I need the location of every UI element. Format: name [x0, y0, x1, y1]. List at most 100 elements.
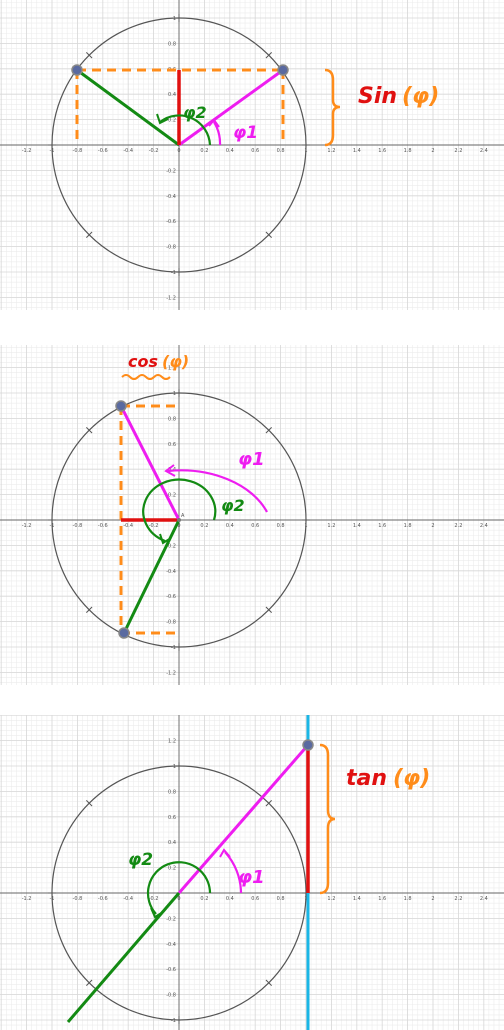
- phi1-arrow: [219, 848, 231, 858]
- y-tick-label: 0.8: [168, 789, 176, 795]
- x-tick-label: 0.4: [226, 148, 234, 154]
- x-tick-label: -1.2: [22, 896, 32, 902]
- x-tick-label: 0.4: [226, 896, 234, 902]
- y-tick-label: 0.6: [168, 442, 176, 448]
- y-tick-label: 0.8: [168, 416, 176, 422]
- y-tick-label: 1: [173, 391, 176, 397]
- point-p2: [118, 627, 130, 639]
- x-tick-label: 2: [431, 896, 434, 902]
- phi1-arc: [213, 121, 222, 146]
- phi1-arrow: [164, 464, 176, 477]
- phi1-arc: [167, 469, 268, 513]
- x-tick-label: 1.4: [353, 148, 361, 154]
- sin-diagram: -1.2 -1 -0.8 -0.6 -0.4 -0.2 0 0.2 0.4 0.6 0.8 1 1.2 1…: [0, 0, 504, 310]
- x-tick-label: 0.2: [200, 148, 208, 154]
- point-p2: [71, 64, 83, 76]
- cos-label-func: cos: [128, 352, 158, 371]
- x-tick-label: 0.2: [200, 523, 208, 529]
- grid: [0, 345, 504, 685]
- x-tick-label: 1.4: [353, 523, 361, 529]
- tan-diagram: -1.2 -1 -0.8 -0.6 -0.4 -0.2 0 0.2 0.4 0.6 0.8 1 1.2 1…: [0, 715, 504, 1030]
- point-p1: [277, 64, 289, 76]
- x-tick-label: -0.2: [149, 896, 159, 902]
- x-tick-label: 2.2: [454, 896, 462, 902]
- x-tick-label: 1.8: [404, 896, 412, 902]
- axis-ticks: -1.2 -1 -0.8 -0.6 -0.4 -0.2 0 0.2 0.4 0.6 0.8 1 1.2 1…: [22, 14, 488, 301]
- x-tick-label: 0.2: [200, 896, 208, 902]
- x-tick-label: 0: [177, 523, 180, 529]
- y-tick-label: -1: [171, 270, 176, 276]
- y-tick-label: -1: [171, 645, 176, 651]
- x-tick-label: 2.4: [480, 896, 488, 902]
- x-tick-label: -0.8: [73, 523, 83, 529]
- phi2-label: φ2: [221, 496, 245, 515]
- phi2-arc: [142, 478, 217, 543]
- x-tick-label: 1.6: [378, 523, 386, 529]
- phi2-arrow: [150, 907, 164, 919]
- point-p1: [302, 739, 314, 751]
- x-tick-label: -1.2: [22, 523, 32, 529]
- y-tick-label: -0.4: [166, 569, 176, 575]
- x-tick-label: -0.2: [149, 523, 159, 529]
- phi1-radius: [119, 405, 181, 521]
- x-tick-label: -0.8: [73, 896, 83, 902]
- y-tick-label: -0.2: [166, 168, 176, 174]
- x-tick-label: 1.6: [378, 148, 386, 154]
- phi1-label: φ1: [238, 449, 265, 470]
- x-tick-label: 0.6: [251, 896, 259, 902]
- y-tick-label: 0.4: [168, 92, 176, 98]
- x-tick-label: 2.4: [480, 148, 488, 154]
- tan-label-arg: (φ): [393, 766, 430, 791]
- x-tick-label: -0.4: [123, 896, 133, 902]
- x-tick-label: 0.6: [251, 523, 259, 529]
- y-tick-label: -0.2: [166, 543, 176, 549]
- phi2-arrow: [159, 533, 172, 545]
- point-origin: [177, 518, 181, 522]
- y-tick-label: -0.8: [166, 993, 176, 999]
- cos-underline: [121, 374, 171, 380]
- y-tick-label: -0.6: [166, 594, 176, 600]
- x-tick-label: 0: [177, 896, 180, 902]
- y-tick-label: 0.2: [168, 118, 176, 124]
- x-tick-label: 1.6: [378, 896, 386, 902]
- unit-circle: [51, 765, 307, 1021]
- grid: [0, 0, 504, 310]
- x-tick-label: -0.6: [98, 523, 108, 529]
- x-tick-label: 0.8: [277, 148, 285, 154]
- sin-brace: [324, 68, 341, 147]
- tan-label-func: tan: [346, 766, 387, 791]
- x-tick-label: 2.2: [454, 523, 462, 529]
- phi2-label: φ2: [128, 850, 153, 870]
- sin-label-arg: (φ): [402, 84, 439, 109]
- grid: [0, 715, 504, 1030]
- y-tick-label: 0.8: [168, 41, 176, 47]
- x-tick-label: -0.4: [123, 148, 133, 154]
- x-tick-label: 0.6: [251, 148, 259, 154]
- x-tick-label: 1.4: [353, 896, 361, 902]
- x-tick-label: 0.8: [277, 523, 285, 529]
- x-tick-label: 2.2: [454, 148, 462, 154]
- x-tick-label: -0.4: [123, 523, 133, 529]
- x-tick-label: -0.6: [98, 896, 108, 902]
- y-tick-label: 1.2: [168, 739, 176, 745]
- y-tick-label: -0.8: [166, 245, 176, 251]
- x-tick-label: 1.8: [404, 523, 412, 529]
- phi2-arc: [146, 861, 212, 915]
- phi1-radius: [178, 68, 284, 147]
- sin-guides: [75, 68, 285, 145]
- unit-circle: [51, 392, 307, 648]
- y-tick-label: 0.6: [168, 815, 176, 821]
- point-p1: [115, 400, 127, 412]
- y-tick-label: 1: [173, 764, 176, 770]
- phi2-arc: [159, 114, 212, 146]
- phi2-arrow: [156, 113, 169, 125]
- y-tick-label: -0.6: [166, 219, 176, 225]
- y-tick-label: -0.6: [166, 967, 176, 973]
- y-tick-label: -0.4: [166, 942, 176, 948]
- sin-label-func: Sin: [358, 84, 397, 109]
- phi2-label: φ2: [183, 103, 207, 122]
- y-tick-label: 0.2: [168, 866, 176, 872]
- y-tick-label: 0.4: [168, 840, 176, 846]
- phi1-label: φ1: [238, 867, 265, 888]
